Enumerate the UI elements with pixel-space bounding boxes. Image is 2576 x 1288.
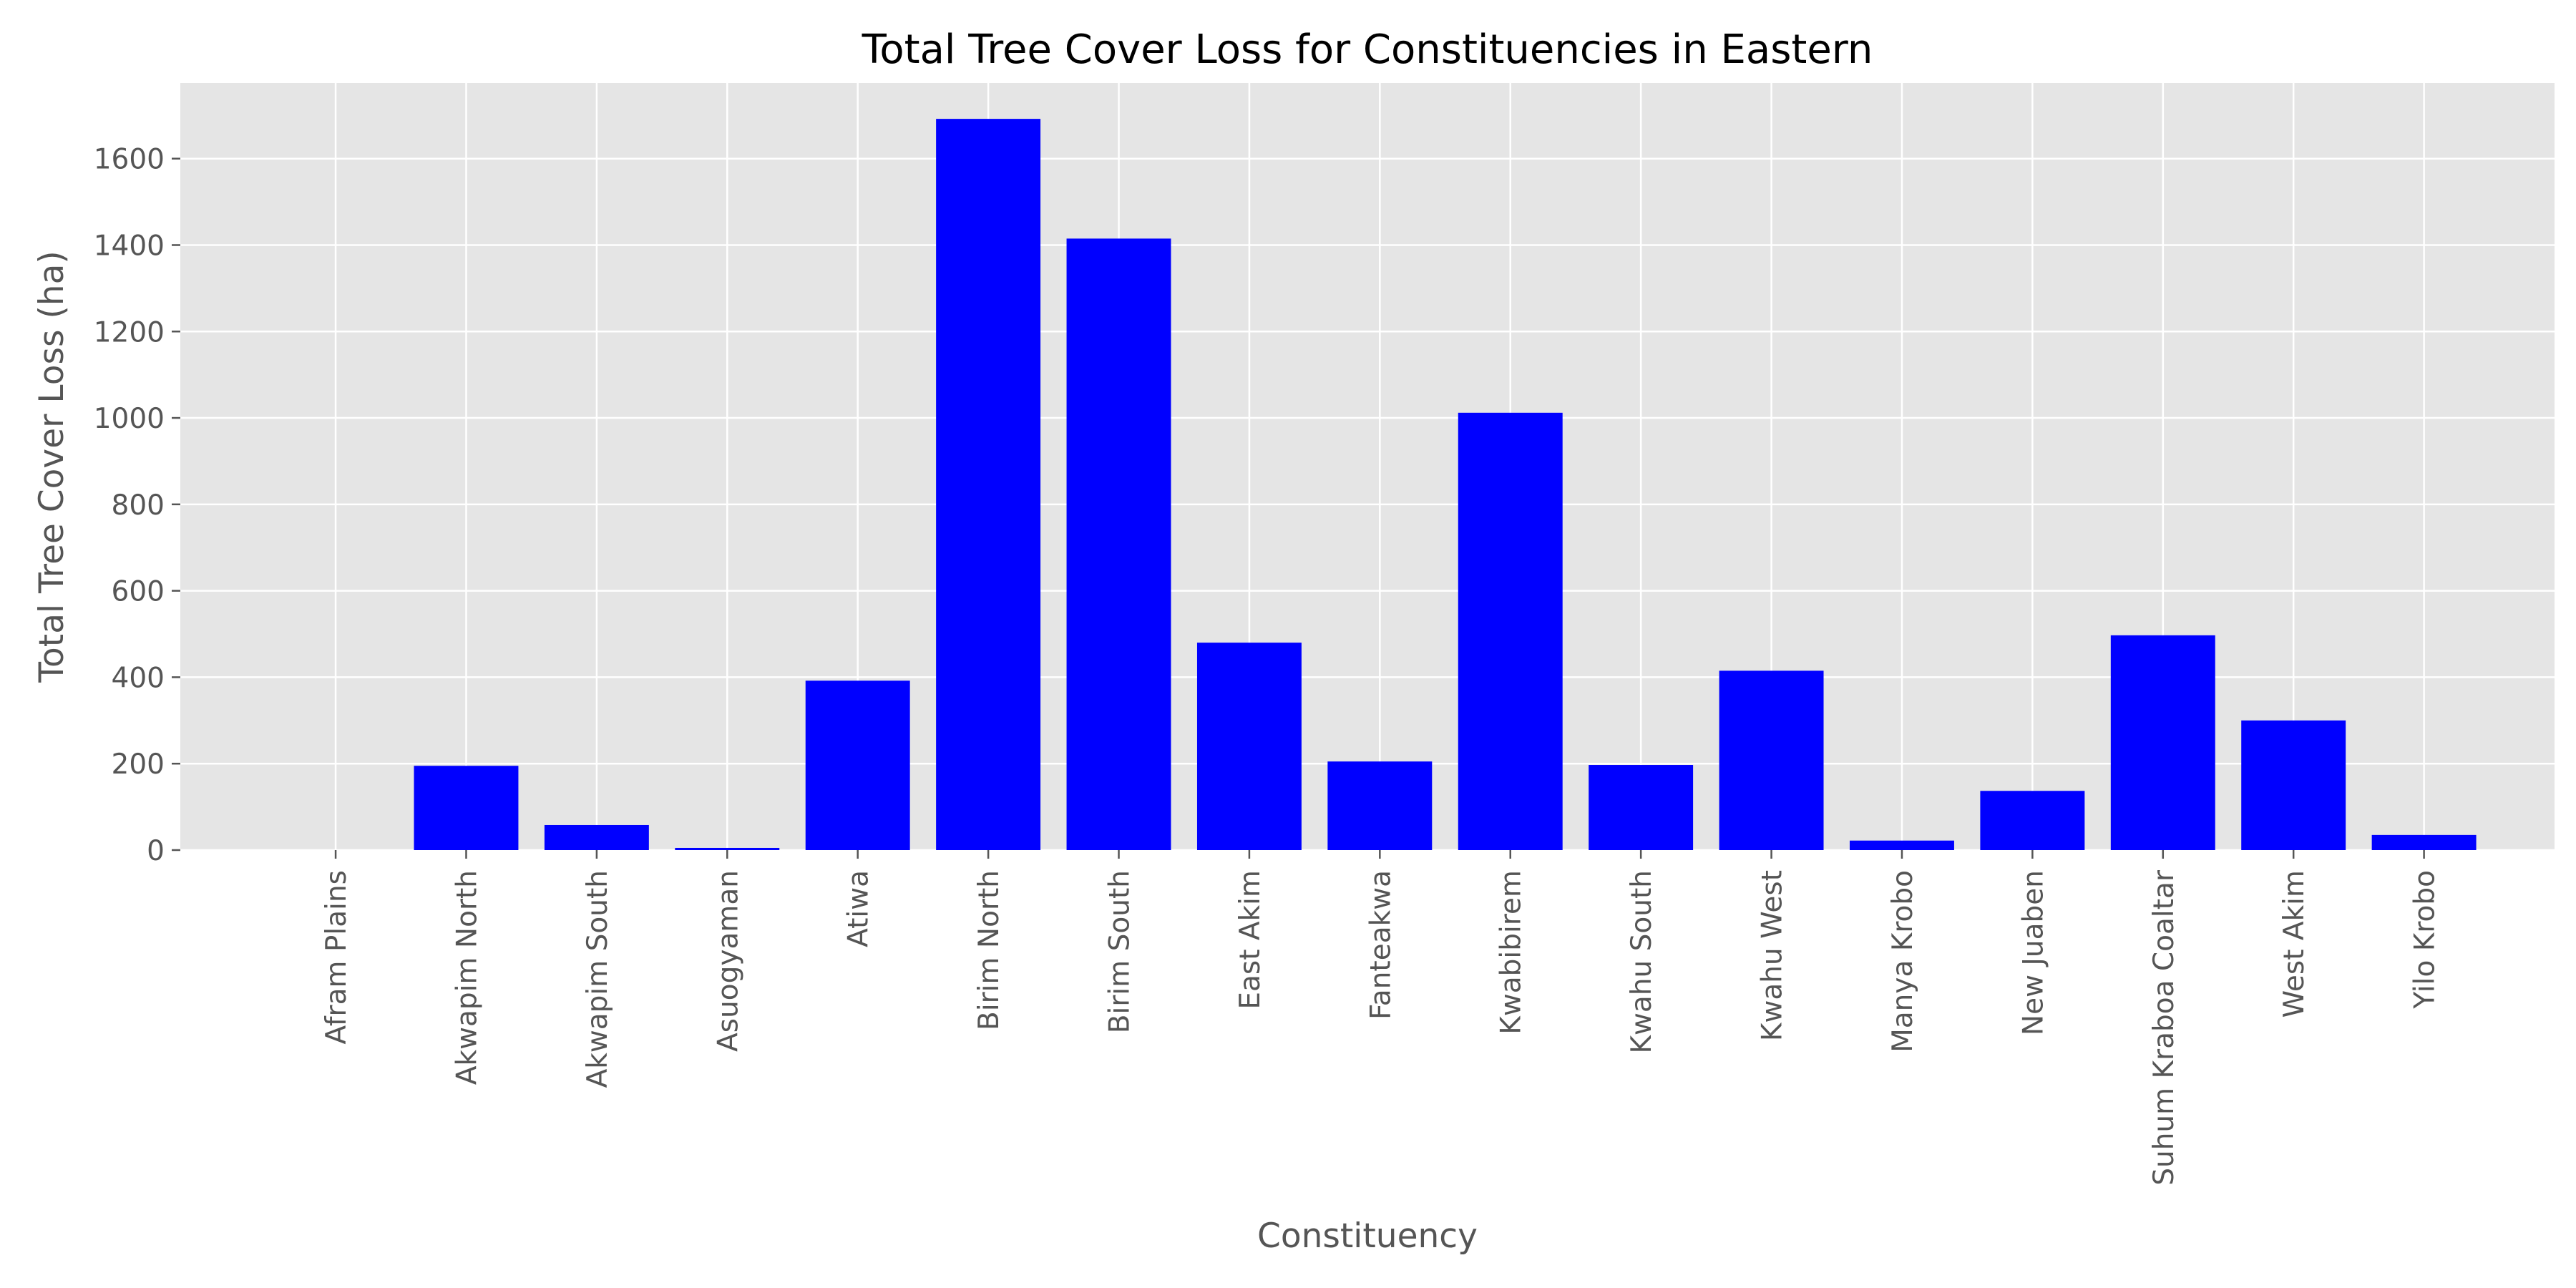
y-tick-label: 200 (112, 748, 165, 781)
y-axis-label: Total Tree Cover Loss (ha) (32, 250, 72, 683)
y-tick-label: 1200 (94, 316, 165, 348)
chart-title: Total Tree Cover Loss for Constituencies… (862, 26, 1873, 73)
x-axis-label: Constituency (1257, 1216, 1478, 1256)
x-tick-label: Manya Krobo (1887, 870, 1919, 1053)
bars (414, 119, 2477, 851)
bar (1589, 765, 1694, 850)
x-tick-label: Afram Plains (321, 870, 353, 1044)
y-tick-label: 0 (147, 835, 165, 867)
x-tick-label: Kwahu South (1626, 870, 1658, 1054)
y-tick-label: 400 (112, 662, 165, 694)
x-tick-label: East Akim (1234, 870, 1267, 1010)
x-tick-label: Fanteakwa (1365, 870, 1397, 1020)
y-tick-label: 1000 (94, 403, 165, 435)
x-tick-label: New Juaben (2017, 870, 2049, 1035)
x-tick-label: West Akim (2278, 870, 2311, 1018)
x-tick-label: Birim North (973, 870, 1005, 1030)
bar (2110, 635, 2215, 850)
bar (675, 847, 780, 850)
grid-lines (180, 83, 2555, 852)
bar (1196, 643, 1302, 850)
y-tick-label: 600 (112, 576, 165, 608)
x-tick-label: Kwabibirem (1496, 870, 1528, 1035)
y-tick-label: 800 (112, 489, 165, 522)
y-axis-ticks: 0 200 400 600 800 1000 1200 1400 1600 (94, 144, 180, 867)
bar (936, 119, 1041, 850)
x-tick-label: Asuogyaman (712, 870, 744, 1052)
bar (2241, 720, 2346, 850)
x-tick-label: Kwahu West (1757, 870, 1789, 1041)
bar (544, 824, 649, 850)
bar (1066, 238, 1171, 851)
x-tick-label: Akwapim North (451, 870, 483, 1085)
y-tick-label: 1400 (94, 230, 165, 262)
x-axis-ticks: Afram Plains Akwapim North Akwapim South As… (321, 850, 2441, 1186)
bar (2371, 834, 2477, 850)
x-tick-label: Akwapim South (582, 870, 614, 1088)
x-tick-label: Yilo Krobo (2409, 870, 2441, 1010)
bar (805, 680, 910, 850)
y-tick-label: 1600 (94, 144, 165, 176)
bar (1458, 412, 1563, 850)
bar (1719, 670, 1824, 850)
x-tick-label: Birim South (1104, 870, 1136, 1033)
bar (414, 766, 519, 850)
bar (1980, 791, 2085, 850)
x-tick-label: Suhum Kraboa Coaltar (2148, 869, 2180, 1186)
bar (1849, 840, 1954, 850)
x-tick-label: Atiwa (843, 870, 875, 947)
bar (1327, 761, 1433, 850)
